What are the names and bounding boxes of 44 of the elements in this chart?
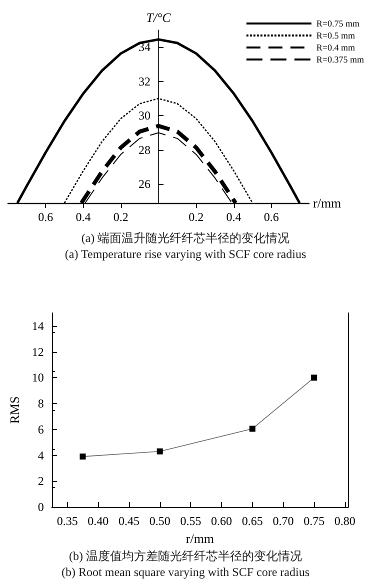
x-tick-label: 0.50 [149, 514, 170, 528]
y-tick-label: 14 [32, 318, 44, 333]
x-tick-label: 0.35 [56, 514, 78, 528]
point [80, 454, 86, 460]
y-tick-label: 6 [38, 422, 44, 436]
y-tick-label: 4 [38, 448, 44, 462]
x-tick-label: 0.65 [242, 514, 263, 528]
text: (a) Temperature rise varying with SCF core radius [64, 247, 306, 261]
point [249, 426, 256, 432]
y-tick-label: 2 [38, 474, 44, 488]
y-axis-title: RMS [7, 396, 22, 424]
x-tick-label: 0.6 [264, 210, 279, 224]
x-tick-label: 0.4 [226, 210, 242, 224]
x-axis-title: r/mm [313, 196, 342, 210]
y-tick-label: 8 [38, 396, 44, 411]
y-tick-label: 30 [138, 108, 150, 123]
text: R=0.4 mm [316, 42, 356, 52]
y-tick-label: 28 [138, 142, 150, 157]
y-axis-title: T/°C [146, 10, 172, 25]
text: R=0.375 mm [316, 54, 364, 64]
y-tick-label: 32 [138, 74, 150, 88]
text: (b) 温度值均方差随光纤纤芯半径的变化情况 [69, 549, 302, 563]
y-tick-label: 10 [32, 370, 44, 385]
point [311, 374, 318, 381]
text: R=0.75 mm [316, 18, 360, 28]
x-tick-label: 0.70 [272, 514, 294, 528]
y-tick-label: 0 [38, 500, 44, 514]
x-tick-label: 0.40 [88, 514, 109, 528]
x-tick-label: 0.2 [188, 210, 204, 224]
x-tick-label: 0.55 [180, 514, 202, 528]
text: (a) 端面温升随光纤纤芯半径的变化情况 [81, 231, 290, 245]
x-tick-label: 0.4 [76, 210, 91, 224]
y-tick-label: 26 [138, 177, 150, 192]
x-tick-label: 0.75 [304, 514, 325, 528]
x-tick-label: 0.60 [211, 514, 232, 528]
x-axis-title: r/mm [186, 530, 214, 546]
x-tick-label: 0.2 [113, 210, 128, 224]
text: (b) Root mean square varying with SCF core radius [62, 565, 310, 579]
x-tick-label: 0.45 [118, 514, 140, 528]
x-tick-label: 0.6 [38, 210, 54, 224]
y-tick-label: 12 [32, 344, 44, 359]
x-tick-label: 0.80 [334, 514, 356, 528]
point [156, 448, 163, 454]
text: R=0.5 mm [316, 30, 356, 40]
